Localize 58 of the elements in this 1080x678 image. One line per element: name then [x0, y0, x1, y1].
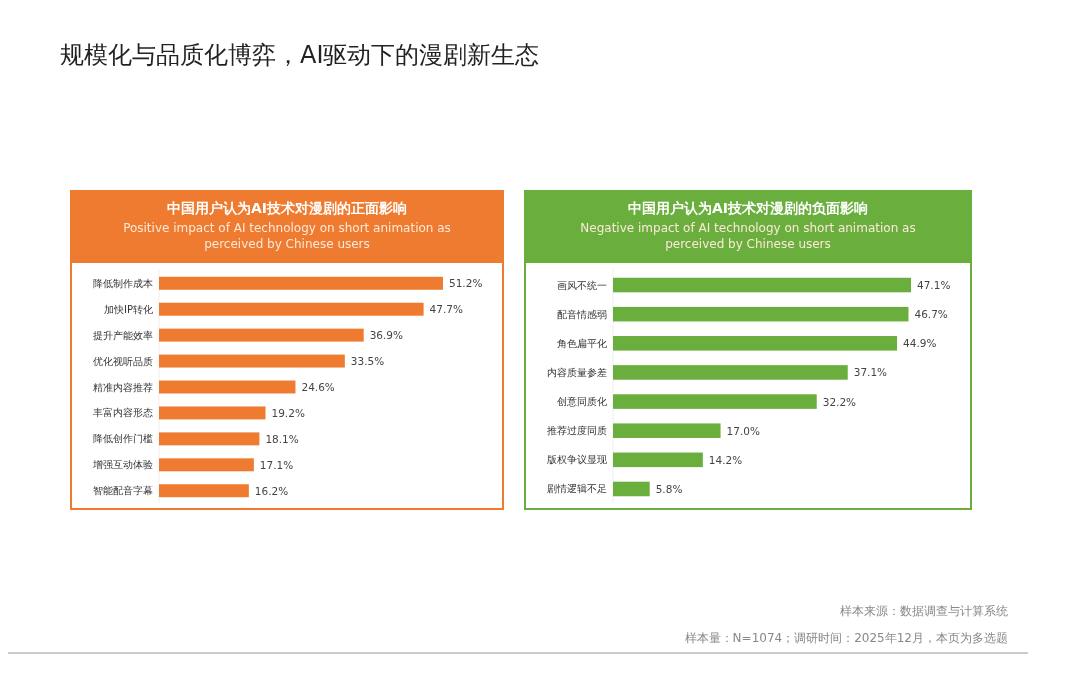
y-tick-label: 推荐过度同质 [547, 425, 607, 437]
bar [159, 458, 254, 472]
data-label: 44.9% [903, 337, 937, 350]
bar [613, 481, 650, 497]
chart-title: 中国用户认为AI技术对漫剧的正面影响 [166, 200, 408, 216]
bar [159, 406, 266, 420]
data-label: 24.6% [301, 381, 335, 393]
bar [613, 452, 703, 468]
data-label: 46.7% [914, 308, 948, 321]
data-label: 33.5% [350, 355, 385, 368]
y-tick-label: 配音情感弱 [557, 308, 607, 320]
y-tick-label: 内容质量参差 [547, 366, 607, 378]
bar [159, 380, 296, 394]
data-label: 37.1% [853, 366, 888, 379]
data-label: 51.2% [449, 277, 483, 290]
bar [613, 336, 898, 351]
y-tick-label: 提升产能效率 [93, 329, 153, 341]
data-label: 47.7% [429, 303, 463, 316]
bar [613, 423, 721, 438]
data-label: 5.8% [655, 482, 683, 495]
y-tick-label: 精准内容推荐 [93, 381, 153, 393]
data-label: 47.1% [917, 279, 951, 292]
bar [159, 484, 249, 498]
y-tick-label: 降低创作门槛 [93, 433, 153, 445]
bar [159, 328, 364, 342]
y-tick-label: 画风不统一 [557, 279, 607, 291]
chart-subtitle: Positive impact of AI technology on short animation as perceived by Chinese users [123, 221, 451, 251]
y-tick-label: 版权争议显现 [547, 454, 607, 466]
bar [613, 306, 909, 322]
y-tick-label: 剧情逻辑不足 [547, 483, 607, 495]
text: 样本来源：数据调查与计算系统 [840, 604, 1008, 618]
chart-subtitle: Negative impact of AI technology on short animation as perceived by Chinese users [580, 221, 916, 251]
data-label: 16.2% [254, 484, 289, 497]
y-tick-label: 丰富内容形态 [93, 407, 153, 419]
text: 样本量：N=1074；调研时间：2025年12月，本页为多选题 [684, 631, 1008, 645]
text: 规模化与品质化博弈，AI驱动下的漫剧新生态 [60, 41, 540, 69]
bar [613, 394, 817, 409]
y-tick-label: 优化视听品质 [93, 355, 153, 367]
data-label: 18.1% [265, 432, 299, 445]
bar [159, 302, 424, 316]
chart-title: 中国用户认为AI技术对漫剧的负面影响 [627, 200, 869, 216]
bar [613, 365, 848, 380]
data-label: 32.2% [822, 395, 857, 408]
bar [159, 276, 443, 290]
bar [613, 277, 911, 293]
data-label: 17.1% [259, 458, 294, 471]
y-tick-label: 角色扁平化 [557, 337, 607, 349]
bar [159, 354, 345, 368]
data-label: 14.2% [708, 453, 743, 466]
data-label: 19.2% [271, 406, 305, 419]
data-label: 17.0% [726, 424, 760, 437]
bar [159, 432, 260, 446]
y-tick-label: 智能配音字幕 [93, 485, 153, 497]
y-tick-label: 创意同质化 [557, 396, 607, 408]
data-label: 36.9% [369, 329, 404, 342]
y-tick-label: 增强互动体验 [92, 459, 153, 471]
y-tick-label: 加快IP转化 [104, 303, 153, 315]
y-tick-label: 降低制作成本 [93, 277, 153, 289]
